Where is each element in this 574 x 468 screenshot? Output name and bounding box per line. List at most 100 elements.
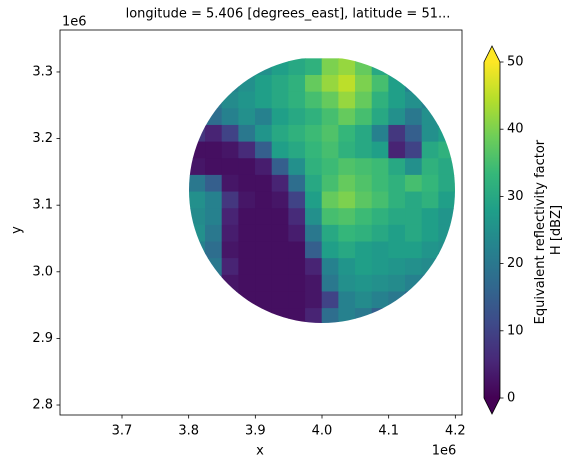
cell (321, 258, 339, 276)
cell (355, 58, 373, 76)
cell (288, 274, 306, 293)
cell (205, 241, 223, 259)
cell (205, 174, 223, 193)
cell (255, 124, 273, 143)
x-tick-label: 3.7 (112, 424, 133, 439)
cell (205, 158, 223, 176)
cell (338, 241, 356, 259)
cell (271, 141, 289, 159)
cell (421, 174, 439, 193)
cell (388, 274, 406, 293)
cell (371, 58, 389, 76)
cell (355, 224, 373, 243)
cell (388, 91, 406, 109)
cell (305, 291, 323, 309)
cell (371, 91, 389, 109)
cell (221, 91, 239, 109)
cell (189, 124, 206, 143)
cell (405, 74, 423, 93)
cell (405, 291, 423, 309)
cell (305, 274, 323, 293)
cell (189, 241, 206, 259)
cell (238, 274, 256, 293)
cell (338, 74, 356, 93)
cell (255, 108, 273, 126)
cell (388, 258, 406, 276)
cell (371, 124, 389, 143)
cell (288, 74, 306, 93)
cell (388, 174, 406, 193)
colorbar-tick-label: 20 (507, 256, 524, 271)
colorbar-label-line: H [dBZ] (549, 205, 564, 255)
cell (371, 174, 389, 193)
cell (288, 308, 306, 323)
cell (255, 141, 273, 159)
cell (371, 258, 389, 276)
cell (238, 91, 256, 109)
y-axis-label: y (10, 226, 25, 234)
cell (321, 224, 339, 243)
cell (205, 108, 223, 126)
cell (405, 91, 423, 109)
cell (438, 174, 455, 193)
cell (355, 291, 373, 309)
cell (338, 191, 356, 209)
cell (421, 208, 439, 226)
cell (238, 74, 256, 93)
cell (221, 274, 239, 293)
cell (355, 191, 373, 209)
cell (305, 241, 323, 259)
cell (271, 91, 289, 109)
cell (321, 58, 339, 76)
y-tick-label: 3.0 (32, 264, 53, 279)
cell (205, 141, 223, 159)
y-offset-label: 1e6 (62, 15, 87, 30)
y-tick-label: 3.1 (32, 198, 53, 213)
cell (255, 258, 273, 276)
cell (305, 258, 323, 276)
cell (405, 191, 423, 209)
cell (288, 124, 306, 143)
colorbar-extend-bottom (484, 398, 500, 414)
cell (271, 74, 289, 93)
axes-frame (59, 29, 463, 416)
cell (189, 208, 206, 226)
cell (255, 58, 273, 76)
cell (288, 241, 306, 259)
cell (338, 124, 356, 143)
cell (271, 274, 289, 293)
cell (421, 191, 439, 209)
cell (238, 108, 256, 126)
cell (205, 224, 223, 243)
cell (355, 258, 373, 276)
cell (321, 241, 339, 259)
cell (305, 74, 323, 93)
cell (271, 174, 289, 193)
cell (421, 91, 439, 109)
cell (338, 141, 356, 159)
colorbar (484, 62, 500, 398)
cell (438, 208, 455, 226)
cell (255, 274, 273, 293)
colorbar-tick-label: 50 (507, 55, 524, 70)
cell (255, 208, 273, 226)
cell (438, 141, 455, 159)
cell (438, 241, 455, 259)
cell (321, 208, 339, 226)
cell (288, 191, 306, 209)
cell (355, 274, 373, 293)
cell (371, 108, 389, 126)
cell (221, 124, 239, 143)
cell (355, 124, 373, 143)
cell (238, 174, 256, 193)
cell (421, 124, 439, 143)
cell (205, 208, 223, 226)
cell (221, 74, 239, 93)
cell (338, 58, 356, 76)
cell (305, 108, 323, 126)
cell (321, 291, 339, 309)
cell (288, 58, 306, 76)
cell (321, 91, 339, 109)
cell (388, 224, 406, 243)
